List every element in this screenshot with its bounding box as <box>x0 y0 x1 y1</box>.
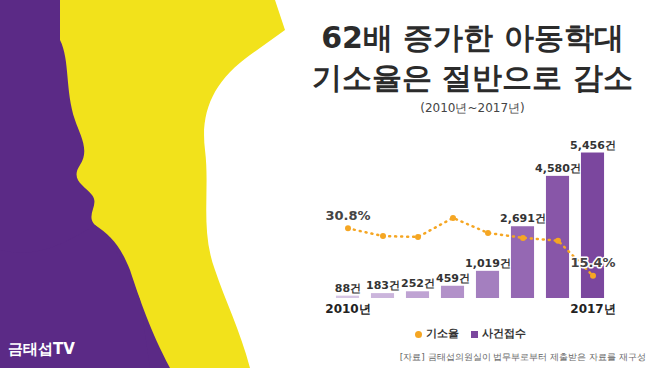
html-text:[자료] 금태섭의원실이 법무부로부터 제출받은 자료를 재: [자료] 금태섭의원실이 법무부로부터 제출받은 자료를 재구성 <box>399 352 646 362</box>
svg-text:183건: 183건 <box>366 279 400 292</box>
html-text:(2010년~2017년): (2010년~2017년) <box>420 101 525 115</box>
svg-text:252건: 252건 <box>401 277 435 290</box>
html-text:기소율은 절반으로 감소: 기소율은 절반으로 감소 <box>312 60 633 95</box>
svg-text:15.4%: 15.4% <box>570 255 615 270</box>
html-text:금태섭TV: 금태섭TV <box>8 340 75 358</box>
svg-text:5,456건: 5,456건 <box>570 139 616 152</box>
svg-text:88건: 88건 <box>335 282 361 295</box>
svg-text:459건: 459건 <box>436 272 470 285</box>
svg-text:4,580건: 4,580건 <box>535 162 581 175</box>
svg-text:1,019건: 1,019건 <box>465 257 511 270</box>
html-text:기소율: 기소율 <box>425 327 459 340</box>
svg-text:2010년: 2010년 <box>325 302 370 316</box>
html-text:62배 증가한 아동학대: 62배 증가한 아동학대 <box>321 20 624 55</box>
svg-text:30.8%: 30.8% <box>325 208 370 223</box>
svg-text:2017년: 2017년 <box>570 302 615 316</box>
svg-text:2,691건: 2,691건 <box>500 212 546 225</box>
html-text:사건접수: 사건접수 <box>481 327 526 340</box>
